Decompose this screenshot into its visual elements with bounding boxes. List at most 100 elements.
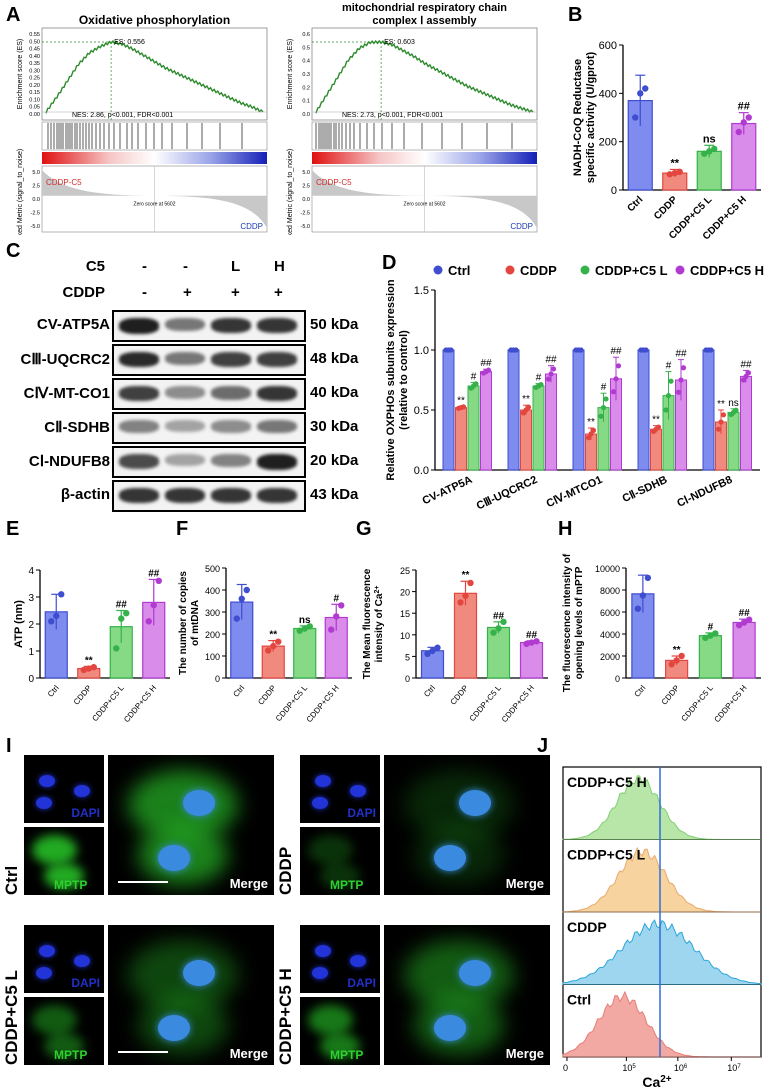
wb-protein-label: CⅡ-SDHB [44,419,110,436]
y-label-line2: of mtDNA [190,600,201,646]
wb-blot-strip [112,480,306,512]
y-tick-label: 1.5 [414,285,429,297]
data-point [53,612,60,620]
category-label: CDDP+C5 H [500,683,536,724]
merge-nucleus [459,790,491,816]
data-point [706,148,713,155]
data-point [545,376,552,382]
wb-band [119,488,159,504]
significance-label: ## [675,349,687,360]
merge-label: Merge [229,876,268,891]
y-tick-label: 25 [400,566,410,576]
significance-label: ## [480,358,492,369]
bar-1 [453,592,478,679]
data-point [740,119,747,126]
data-point [525,404,532,410]
legend-marker [675,265,685,275]
bar [740,375,752,471]
gsea-rank-ytick: -2.5 [31,211,40,217]
gsea-rank-ytick: 0.0 [32,197,40,203]
data-point [90,664,97,671]
data-point [733,407,739,413]
gsea-ytick: 0.0 [302,112,310,118]
microscopy-group-label: CDDP+C5 L [2,970,21,1065]
wb-band [119,318,159,334]
significance-label: # [601,382,607,393]
data-point [85,665,92,672]
nucleus [315,945,331,957]
merge-nucleus [434,845,466,871]
gsea-ytick: 0.2 [302,85,310,91]
wb-band [257,352,297,367]
bar [572,349,585,471]
scale-bar [118,881,168,883]
flow-row-label: CDDP+C5 L [567,847,646,863]
y-axis-label: The number of copies of mtDNA [178,571,201,675]
data-point [448,347,454,353]
data-point [548,371,554,377]
significance-label: ## [740,359,752,370]
gsea-ytick: 0.4 [302,59,310,65]
data-point [243,586,250,594]
y-label-line1: The Mean fluorescence [362,568,373,679]
wb-band [165,420,205,433]
wb-band [211,454,251,467]
wb-header-value: - [142,258,147,275]
wb-protein-label: β-actin [60,486,110,503]
flow-xtick-label: 0 [563,1063,568,1073]
data-point [702,634,709,642]
bar [650,428,662,471]
flow-row-label: CDDP [567,919,607,935]
wb-header-value: L [231,258,241,275]
gsea-ytick: 0.5 [302,45,310,51]
mptp-cell [308,1005,353,1035]
panel-label-b: B [568,4,583,26]
dapi-label: DAPI [71,976,100,990]
microscopy-merge-image: Merge [384,925,550,1065]
wb-band [211,386,251,400]
gsea-title-line2: complex Ⅰ assembly [372,15,477,27]
data-point [740,619,748,626]
nucleus [350,785,366,797]
data-point [306,623,313,630]
gsea-rank-gradient [312,152,537,164]
data-point [665,393,672,399]
gsea-rank-ytick: -2.5 [301,211,310,217]
significance-label: # [471,371,477,382]
data-point [578,347,584,353]
wb-protein-label: CⅢ-UQCRC2 [20,351,110,368]
wb-band [165,488,205,504]
data-point [113,645,120,652]
significance-label: ** [652,415,660,426]
data-point [270,642,277,650]
data-point [460,404,467,410]
nucleus [350,955,366,967]
bar [480,371,492,471]
significance-label: # [536,373,542,384]
wb-protein-label: CⅣ-MT-CO1 [23,385,110,402]
gsea-neg-label: CDDP [510,222,533,231]
data-point [424,650,431,658]
data-point [735,128,742,136]
data-point [485,367,492,373]
wb-band [211,352,251,367]
data-point [671,169,678,177]
wb-band [165,386,205,399]
y-label-line1: The number of copies [178,571,189,675]
y-tick-label: 5 [405,652,410,662]
significance-label: ** [462,570,470,581]
data-point [118,615,125,622]
data-point [639,592,647,599]
data-point [642,85,649,92]
significance-label: ## [738,101,750,113]
bar [507,349,520,471]
wb-band [211,488,251,504]
flow-xtick-label: 106 [674,1063,688,1073]
gsea-ytick: 0.50 [29,39,40,45]
data-point [523,640,530,648]
wb-kda-label: 50 kDa [310,316,359,333]
gsea-panel: Oxidative phosphorylation Enrichment scor… [17,2,538,235]
category-label: CDDP+C5 L [90,683,126,723]
